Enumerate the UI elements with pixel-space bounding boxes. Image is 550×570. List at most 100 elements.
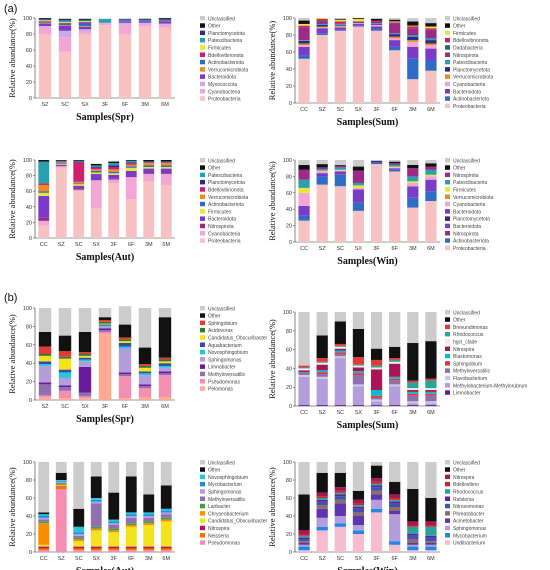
bar-segment-nitrospirota xyxy=(316,21,328,24)
legend-entry: Candidatus_Obscuribacter xyxy=(208,519,268,525)
bar-segment-ralstonia xyxy=(389,501,401,504)
bar-segment-rhodococcus xyxy=(389,499,401,502)
legend-entry: Verrucomicrobiota xyxy=(208,195,249,201)
bar-segment-bdellovibrio xyxy=(407,525,419,527)
legend-swatch xyxy=(200,96,205,101)
chart-5: 0 20 40 60 80 100 Relative abundance(%) Samples… xyxy=(267,310,527,431)
bar-segment-ralstonia xyxy=(334,494,346,497)
legend-entry: Patescibacteria xyxy=(453,60,487,66)
bar-segment-proteobacteria xyxy=(118,34,132,98)
bar-segment-phreatobacter xyxy=(316,505,328,509)
x-tick-label: SZ xyxy=(319,556,327,562)
bar-segment-other xyxy=(58,18,72,20)
legend-swatch xyxy=(445,525,450,531)
bar-segment-verrucomicrobiota xyxy=(425,43,437,46)
bar-segment-patescibacteria xyxy=(389,33,401,35)
bar-segment-other xyxy=(78,18,92,20)
bar-segment-unclassified xyxy=(389,160,401,162)
bar-segment-ralstonia xyxy=(352,507,365,509)
bar-segment-other xyxy=(352,490,365,500)
bar-segment-actinobacteriota xyxy=(407,197,419,208)
bar-segment-unclassified xyxy=(334,462,346,473)
bar-segment-chryseobacterium xyxy=(73,539,85,542)
legend-entry: Methyloversatilis xyxy=(208,497,245,503)
bar-segment-acidovorax xyxy=(158,359,172,362)
legend-entry: Bacteroidota xyxy=(453,209,481,215)
bar-segment-proteobacteria xyxy=(160,184,172,238)
bar-segment-other xyxy=(407,21,419,26)
bar-segment-cyanobacteria xyxy=(316,171,328,174)
bar-segment-neisseria xyxy=(38,548,50,551)
bar-segment-unclassified xyxy=(298,18,310,21)
bar-segment-sphingomonas xyxy=(125,516,137,518)
legend-entry: Firmicutes xyxy=(208,209,232,215)
legend-swatch xyxy=(200,201,205,207)
bar-segment-firmicutes xyxy=(316,170,328,172)
bar-segment-brevundimonas xyxy=(316,358,328,362)
x-axis-label: Samples(Aut) xyxy=(76,566,134,570)
x-tick-label: 3F xyxy=(111,556,118,562)
chart-1: 0 20 40 60 80 100 Relative abundance(%) Samples… xyxy=(267,16,494,128)
bar-segment-cyanobacteria xyxy=(334,170,346,172)
bar-segment-sphingobium xyxy=(118,337,132,340)
legend-swatch xyxy=(200,16,205,21)
bar-segment-methyloversatilis xyxy=(78,392,92,397)
bar-segment-methyloversatilis xyxy=(158,373,172,376)
legend-swatch xyxy=(445,16,450,21)
bar-segment-bdellovibrionota xyxy=(118,20,132,22)
bar-segment-cyanobacteria xyxy=(58,37,72,52)
legend-swatch xyxy=(445,511,450,516)
legend-entry: Myxococcota xyxy=(208,82,237,88)
bar-segment-candidatus_obscuribacter xyxy=(143,525,155,547)
bar-segment-unclassified xyxy=(58,308,72,336)
y-tick-label: 60 xyxy=(286,348,292,354)
bar-segment-proteobacteria xyxy=(407,207,419,242)
bar-segment-nitrospira xyxy=(298,530,310,534)
x-tick-label: 3M xyxy=(409,107,417,113)
legend-entry: Unclassified xyxy=(208,16,235,22)
bar-segment-proteobacteria xyxy=(138,26,152,98)
bar-segment-novosphingobium xyxy=(78,359,92,362)
legend-swatch xyxy=(200,74,205,79)
bar-segment-hgci_clade xyxy=(370,367,383,370)
legend-entry: Rhodococcus xyxy=(453,490,484,496)
legend-swatch xyxy=(200,172,205,178)
y-tick-label: 100 xyxy=(283,310,292,316)
bar-segment-limnobacter xyxy=(316,405,328,406)
bar-segment-patescibacteria xyxy=(160,161,172,163)
bar-segment-cyanobacteria xyxy=(298,192,310,206)
y-axis-label: Relative abundance(%) xyxy=(267,467,277,547)
y-tick-label: 100 xyxy=(23,460,32,466)
y-tick-label: 100 xyxy=(283,158,292,164)
bar-segment-other xyxy=(352,328,365,358)
bar-segment-brevundimonas xyxy=(425,378,437,381)
bar-segment-firmicutes xyxy=(143,167,155,169)
legend-entry: Planctomycetota xyxy=(453,67,490,73)
bar-segment-nitrospira xyxy=(125,546,137,549)
bar-segment-unclassified xyxy=(38,308,52,332)
bar-segment-verrucomicrobiota xyxy=(58,25,72,26)
bar-segment-patescibacteria xyxy=(298,179,310,188)
bar-segment-other xyxy=(334,164,346,166)
bar-segment-proteobacteria xyxy=(389,50,401,103)
x-tick-label: 6F xyxy=(391,556,398,562)
legend-entry: Unclassified xyxy=(453,460,480,466)
bar-segment-chryseobacterium xyxy=(38,523,50,545)
bar-segment-rhodococcus xyxy=(298,535,310,538)
y-tick-label: 0 xyxy=(29,96,32,102)
bar-segment-nitrospira xyxy=(389,363,401,377)
bar-segment-novosphingobium xyxy=(38,364,52,366)
bar-segment-planctomycetota xyxy=(370,23,383,25)
bar-segment-bdellovibrionota xyxy=(389,22,401,24)
bar-segment-rhodococcus xyxy=(334,492,346,495)
bar-segment-bdellovibrio xyxy=(389,498,401,500)
legend-entry: Bdellovibrionota xyxy=(208,188,244,194)
bar-segment-candidatus_obscuribacter xyxy=(38,544,50,547)
bar-segment-brevundimonas xyxy=(389,358,401,360)
bar-segment-myxococcota xyxy=(38,26,52,28)
bar-segment-neisseria xyxy=(108,548,120,551)
bar-segment-sphingobium xyxy=(407,393,419,396)
legend-swatch xyxy=(445,375,450,381)
bar-segment-pelomonas xyxy=(58,398,72,400)
x-tick-label: 6F xyxy=(122,404,129,410)
